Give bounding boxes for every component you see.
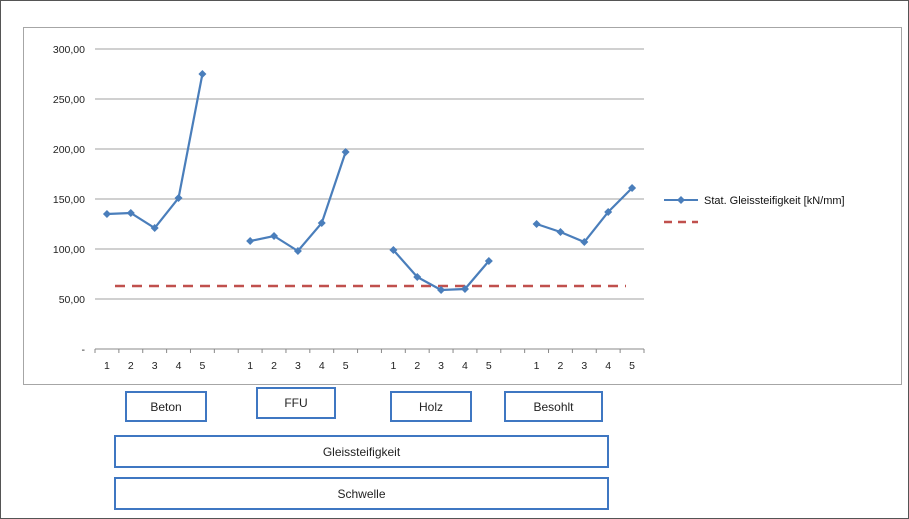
- line-chart: 300,00 250,00 200,00 150,00 100,00 50,00 - 1 2 3 4…: [53, 44, 845, 372]
- x-tick-label: 3: [295, 360, 301, 372]
- x-tick-label: 5: [199, 360, 205, 372]
- data-point-marker: [198, 70, 207, 78]
- x-tick-label: 3: [152, 360, 158, 372]
- x-tick-label: 5: [486, 360, 492, 372]
- x-tick-label: 3: [581, 360, 587, 372]
- data-point-marker: [437, 286, 446, 294]
- y-tick-label: 50,00: [59, 294, 85, 306]
- x-tick-label: 2: [414, 360, 420, 372]
- y-tick-label: 250,00: [53, 94, 85, 106]
- group-label-ffu: FFU: [256, 387, 336, 419]
- series-line-ffu: [249, 151, 347, 253]
- data-point-marker: [150, 224, 159, 232]
- data-point-marker: [341, 148, 350, 156]
- x-tick-label: 3: [438, 360, 444, 372]
- y-tick-label: -: [82, 344, 86, 356]
- series-line-holz: [392, 249, 490, 292]
- y-tick-label: 150,00: [53, 194, 85, 206]
- data-point-marker: [532, 220, 541, 228]
- category-level-schwelle: Schwelle: [114, 477, 609, 510]
- y-tick-label: 200,00: [53, 144, 85, 156]
- data-point-marker: [246, 237, 255, 245]
- group-label-besohlt: Besohlt: [504, 391, 603, 422]
- x-tick-label: 2: [271, 360, 277, 372]
- x-tick-label: 1: [534, 360, 540, 372]
- series-line-besohlt: [536, 187, 633, 244]
- x-tick-label: 1: [104, 360, 110, 372]
- data-point-marker: [628, 184, 637, 192]
- x-tick-label: 1: [390, 360, 396, 372]
- data-point-marker: [604, 208, 613, 216]
- x-tick-label: 4: [462, 360, 468, 372]
- category-level-gleissteifigkeit: Gleissteifigkeit: [114, 435, 609, 468]
- x-tick-label: 5: [343, 360, 349, 372]
- legend-series-marker: [677, 196, 685, 204]
- x-tick-label: 2: [128, 360, 134, 372]
- group-label-holz: Holz: [390, 391, 472, 422]
- x-tick-label: 1: [247, 360, 253, 372]
- x-tick-label: 2: [558, 360, 564, 372]
- y-tick-label: 300,00: [53, 44, 85, 56]
- data-point-marker: [293, 247, 302, 255]
- data-point-marker: [460, 285, 469, 293]
- data-point-marker: [556, 228, 565, 236]
- data-point-marker: [580, 238, 589, 246]
- x-tick-label: 4: [319, 360, 325, 372]
- data-point-marker: [317, 219, 326, 227]
- data-point-marker: [174, 194, 183, 202]
- legend-series-label: Stat. Gleissteifigkeit [kN/mm]: [704, 195, 845, 207]
- data-point-marker: [484, 257, 493, 265]
- chart-area: 300,00 250,00 200,00 150,00 100,00 50,00 - 1 2 3 4…: [23, 27, 902, 385]
- x-tick-label: 4: [605, 360, 611, 372]
- data-point-marker: [126, 209, 135, 217]
- y-tick-label: 100,00: [53, 244, 85, 256]
- x-tick-label: 5: [629, 360, 635, 372]
- data-point-marker: [102, 210, 111, 218]
- series-line-beton: [106, 73, 204, 230]
- group-label-beton: Beton: [125, 391, 207, 422]
- data-point-marker: [413, 273, 422, 281]
- x-tick-label: 4: [176, 360, 182, 372]
- data-point-marker: [389, 246, 398, 254]
- data-point-marker: [270, 232, 279, 240]
